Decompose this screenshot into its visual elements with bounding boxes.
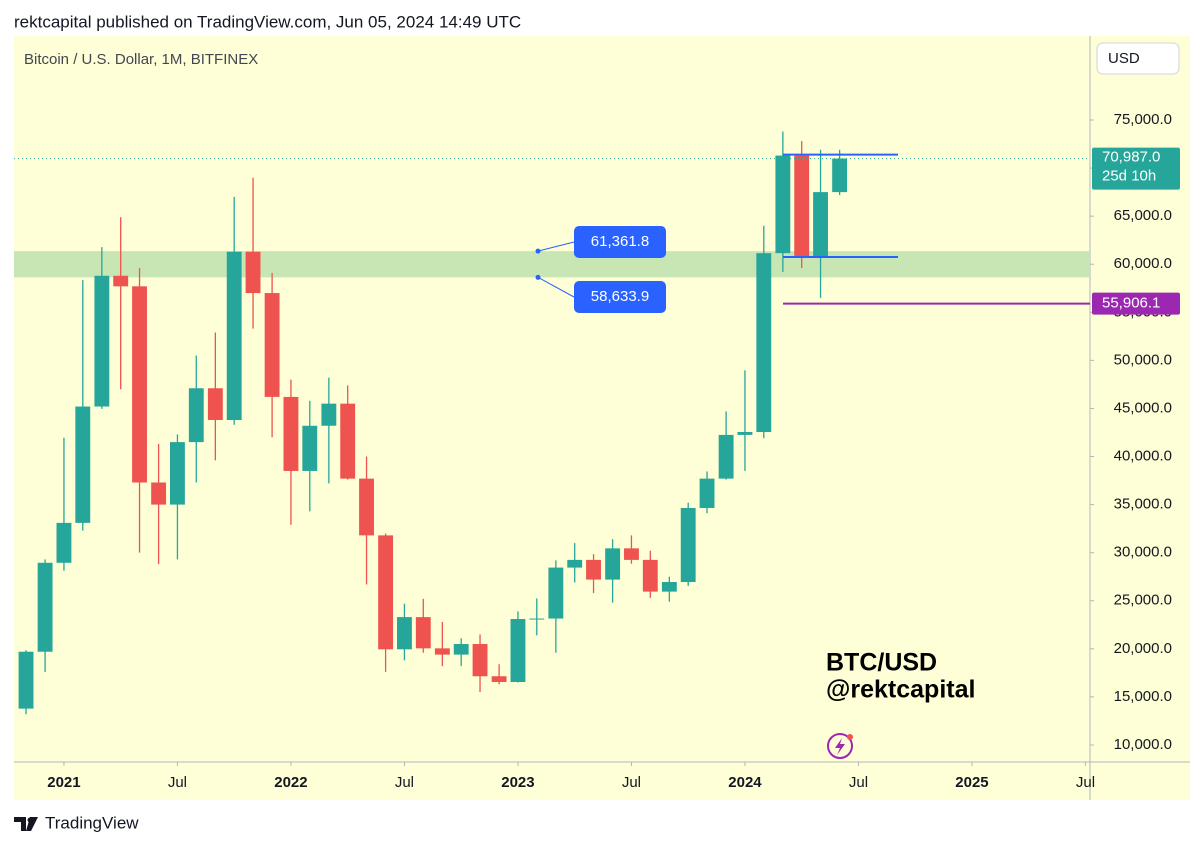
- candle-body: [37, 562, 53, 652]
- candle-body: [661, 582, 677, 592]
- candle-body: [188, 388, 204, 443]
- x-tick-label: 2025: [955, 774, 988, 791]
- y-tick-label: 10,000.0: [1114, 736, 1172, 753]
- candle-body: [113, 275, 129, 287]
- candle-body: [94, 275, 110, 407]
- x-tick-label: 2023: [501, 774, 534, 791]
- footer-brand: TradingView: [45, 813, 139, 832]
- x-tick-label: Jul: [168, 774, 187, 791]
- zone-anchor: [535, 248, 541, 254]
- x-tick-label: 2022: [274, 774, 307, 791]
- candle-body: [245, 251, 261, 294]
- candle-body: [491, 676, 507, 683]
- zone-label: 58,633.9: [591, 288, 649, 305]
- candle-body: [737, 432, 753, 435]
- candle-body: [453, 644, 469, 655]
- candle-body: [680, 507, 696, 583]
- y-tick-label: 15,000.0: [1114, 688, 1172, 705]
- candle-body: [359, 478, 374, 536]
- x-tick-label: 2021: [47, 774, 80, 791]
- candle-body: [415, 617, 431, 649]
- last-price-label: 70,987.0: [1102, 149, 1160, 166]
- x-tick-label: Jul: [622, 774, 641, 791]
- candle-body: [794, 155, 810, 258]
- currency-button[interactable]: [1096, 42, 1180, 75]
- y-tick-label: 25,000.0: [1114, 592, 1172, 609]
- publish-header: rektcapital published on TradingView.com…: [14, 12, 521, 31]
- candle-body: [56, 522, 72, 563]
- candle-body: [302, 425, 318, 471]
- candle-body: [529, 618, 545, 620]
- candle-body: [264, 293, 280, 397]
- x-tick-label: Jul: [1076, 774, 1095, 791]
- y-tick-label: 40,000.0: [1114, 447, 1172, 464]
- zone-connector: [537, 241, 575, 252]
- last-price-box: [1092, 147, 1180, 190]
- x-tick-label: 2024: [728, 774, 762, 791]
- zone-label-box: [574, 226, 666, 258]
- candle-body: [699, 478, 715, 508]
- candle-body: [378, 535, 394, 650]
- candle-body: [170, 442, 185, 505]
- zone-label-box: [574, 281, 666, 313]
- tradingview-logo: [14, 817, 38, 831]
- y-tick-label: 30,000.0: [1114, 544, 1172, 561]
- candle-body: [340, 403, 356, 479]
- x-tick-label: Jul: [395, 774, 414, 791]
- countdown-label: 25d 10h: [1102, 168, 1156, 185]
- support-zone: [14, 251, 1090, 278]
- candle-body: [132, 286, 147, 483]
- candle-body: [397, 617, 412, 650]
- symbol-title: Bitcoin / U.S. Dollar, 1M, BITFINEX: [24, 51, 258, 68]
- plot-area: 75,000.070,000.065,000.060,000.055,000.0…: [14, 111, 1172, 791]
- candle-body: [605, 548, 621, 580]
- candle-body: [813, 192, 828, 258]
- candle-body: [567, 559, 583, 568]
- lightning-icon: [827, 733, 853, 759]
- candle-body: [226, 251, 242, 420]
- candle-body: [321, 403, 337, 426]
- candle-body: [756, 253, 772, 433]
- candle-body: [586, 559, 601, 580]
- candle-body: [642, 559, 658, 592]
- candle-body: [283, 396, 299, 471]
- currency-label: USD: [1108, 50, 1140, 67]
- candle-body: [548, 567, 564, 619]
- y-tick-label: 75,000.0: [1114, 111, 1172, 128]
- y-tick-label: 65,000.0: [1114, 207, 1172, 224]
- zone-anchor: [535, 274, 541, 280]
- candle-body: [207, 388, 223, 420]
- candle-body: [832, 158, 848, 193]
- y-tick-label: 45,000.0: [1114, 399, 1172, 416]
- y-tick-label: 50,000.0: [1114, 351, 1172, 368]
- candle-body: [775, 155, 791, 254]
- candle-body: [718, 434, 734, 479]
- candle-body: [472, 644, 488, 677]
- candle-body: [151, 482, 167, 505]
- zone-connector: [537, 276, 575, 298]
- support-price-label: 55,906.1: [1102, 295, 1160, 312]
- candle-body: [18, 651, 34, 709]
- y-tick-label: 20,000.0: [1114, 640, 1172, 657]
- support-price-box: [1092, 292, 1180, 315]
- y-tick-label: 35,000.0: [1114, 496, 1172, 513]
- zone-label: 61,361.8: [591, 233, 649, 250]
- watermark-line: @rektcapital: [826, 676, 975, 704]
- candle-body: [624, 548, 639, 560]
- candle-body: [510, 619, 526, 683]
- watermark-line: BTC/USD: [826, 649, 937, 677]
- y-tick-label: 60,000.0: [1114, 255, 1172, 272]
- candle-body: [75, 406, 91, 523]
- candle-body: [434, 648, 450, 655]
- x-tick-label: Jul: [849, 774, 868, 791]
